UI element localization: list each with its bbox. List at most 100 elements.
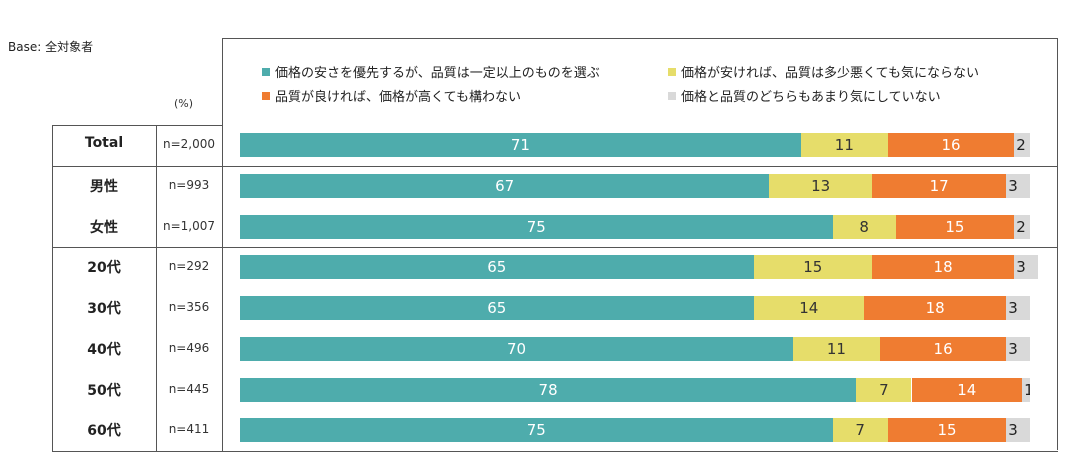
bar-segment-3: 15 [887, 418, 1007, 443]
legend-item-3: 品質が良ければ、価格が高くても構わない [262, 86, 521, 105]
table-border-inner [222, 125, 223, 451]
bar-segment-1: 71 [240, 133, 801, 158]
table-divider [156, 125, 157, 451]
data-label: 14 [957, 380, 977, 399]
legend-item-1: 価格の安さを優先するが、品質は一定以上のものを選ぶ [262, 62, 600, 81]
legend-label-1: 価格の安さを優先するが、品質は一定以上のものを選ぶ [275, 66, 600, 81]
bar-segment-2: 15 [753, 255, 872, 280]
row-label: 20代 [87, 260, 121, 277]
row-sample-size: n=1,007 [162, 218, 215, 233]
bar-segment-1: 70 [240, 336, 793, 361]
data-label: 65 [487, 299, 507, 318]
row-label: 男性 [90, 179, 118, 196]
bar-segment-3: 18 [864, 296, 1007, 321]
bar-segment-2: 7 [856, 377, 912, 402]
data-label: 8 [859, 217, 869, 236]
data-label: 11 [834, 136, 854, 155]
legend-label-3: 品質が良ければ、価格が高くても構わない [275, 90, 521, 105]
data-label: 3 [1016, 258, 1026, 277]
bar-segment-2: 13 [769, 174, 872, 199]
data-label: 3 [1008, 421, 1018, 440]
bar-segment-4: 3 [1006, 174, 1030, 199]
bar-segment-3: 16 [887, 133, 1015, 158]
legend-swatch-3 [262, 91, 270, 100]
data-label: 3 [1008, 299, 1018, 318]
table-border-left [52, 125, 53, 451]
legend-label-4: 価格と品質のどちらもあまり気にしていない [681, 90, 941, 105]
legend-swatch-1 [262, 67, 270, 76]
data-label: 7 [879, 380, 889, 399]
data-label: 16 [941, 136, 961, 155]
data-label: 15 [803, 258, 823, 277]
bar-segment-1: 75 [240, 214, 833, 239]
data-label: 11 [826, 339, 846, 358]
row-sample-size: n=356 [168, 300, 210, 315]
bar-segment-1: 65 [240, 255, 754, 280]
bar-segment-2: 11 [793, 336, 880, 361]
data-label: 18 [925, 299, 945, 318]
base-label: Base: 全対象者 [8, 40, 94, 54]
legend-item-4: 価格と品質のどちらもあまり気にしていない [668, 86, 941, 105]
bar-segment-4: 1 [1022, 377, 1030, 402]
data-label: 13 [811, 177, 831, 196]
row-label: 女性 [90, 219, 118, 236]
bar-segment-4: 3 [1006, 336, 1030, 361]
data-label: 70 [506, 339, 527, 358]
data-label: 78 [538, 380, 558, 399]
legend: 価格の安さを優先するが、品質は一定以上のものを選ぶ 価格が安ければ、品質は多少悪く… [262, 62, 1022, 106]
bar-segment-3: 15 [895, 214, 1015, 239]
bar-segment-4: 2 [1014, 214, 1030, 239]
row-label: 60代 [87, 423, 121, 440]
row-sample-size: n=411 [168, 422, 210, 437]
data-label: 65 [487, 258, 507, 277]
row-separator-1 [52, 166, 1058, 167]
data-label: 1 [1024, 380, 1030, 399]
bar-segment-1: 65 [240, 296, 754, 321]
data-label: 15 [937, 421, 957, 440]
row-label: 50代 [87, 382, 121, 399]
row-separator-0 [52, 125, 222, 126]
bar-segment-2: 8 [832, 214, 896, 239]
legend-swatch-4 [668, 91, 676, 100]
data-label: 7 [855, 421, 865, 440]
bar-segment-4: 3 [1006, 418, 1030, 443]
data-label: 2 [1016, 217, 1026, 236]
row-separator-2 [52, 247, 1058, 248]
data-label: 3 [1008, 339, 1018, 358]
data-label: 75 [526, 217, 546, 236]
bar-segment-3: 18 [872, 255, 1015, 280]
legend-label-2: 価格が安ければ、品質は多少悪くても気にならない [681, 66, 979, 81]
row-sample-size: n=445 [168, 381, 210, 396]
legend-item-2: 価格が安ければ、品質は多少悪くても気にならない [668, 62, 979, 81]
data-label: 17 [929, 177, 949, 196]
bar-segment-3: 14 [911, 377, 1023, 402]
bar-segment-1: 75 [240, 418, 833, 443]
data-label: 16 [933, 339, 953, 358]
bar-segment-2: 11 [800, 133, 888, 158]
bar-segment-3: 16 [879, 336, 1007, 361]
data-label: 18 [933, 258, 953, 277]
bar-segment-2: 7 [832, 418, 888, 443]
bar-segment-1: 78 [240, 377, 857, 402]
row-sample-size: n=292 [168, 259, 210, 274]
bar-segment-4: 2 [1014, 133, 1030, 158]
data-label: 67 [495, 177, 515, 196]
bar-segment-4: 3 [1006, 296, 1030, 321]
data-label: 2 [1016, 136, 1026, 155]
row-label: Total [84, 135, 124, 152]
data-label: 15 [945, 217, 965, 236]
row-separator-3 [52, 451, 1058, 452]
bar-segment-3: 17 [872, 174, 1007, 199]
row-sample-size: n=993 [168, 178, 210, 193]
row-sample-size: n=2,000 [162, 137, 215, 152]
row-label: 30代 [87, 301, 121, 318]
row-label: 40代 [87, 341, 121, 358]
data-label: 75 [526, 421, 546, 440]
data-label: 3 [1008, 177, 1018, 196]
data-label: 71 [510, 136, 530, 155]
legend-swatch-2 [668, 67, 676, 76]
data-label: 14 [799, 299, 819, 318]
bar-segment-1: 67 [240, 174, 770, 199]
unit-label: (%) [174, 97, 194, 110]
bar-segment-2: 14 [753, 296, 865, 321]
